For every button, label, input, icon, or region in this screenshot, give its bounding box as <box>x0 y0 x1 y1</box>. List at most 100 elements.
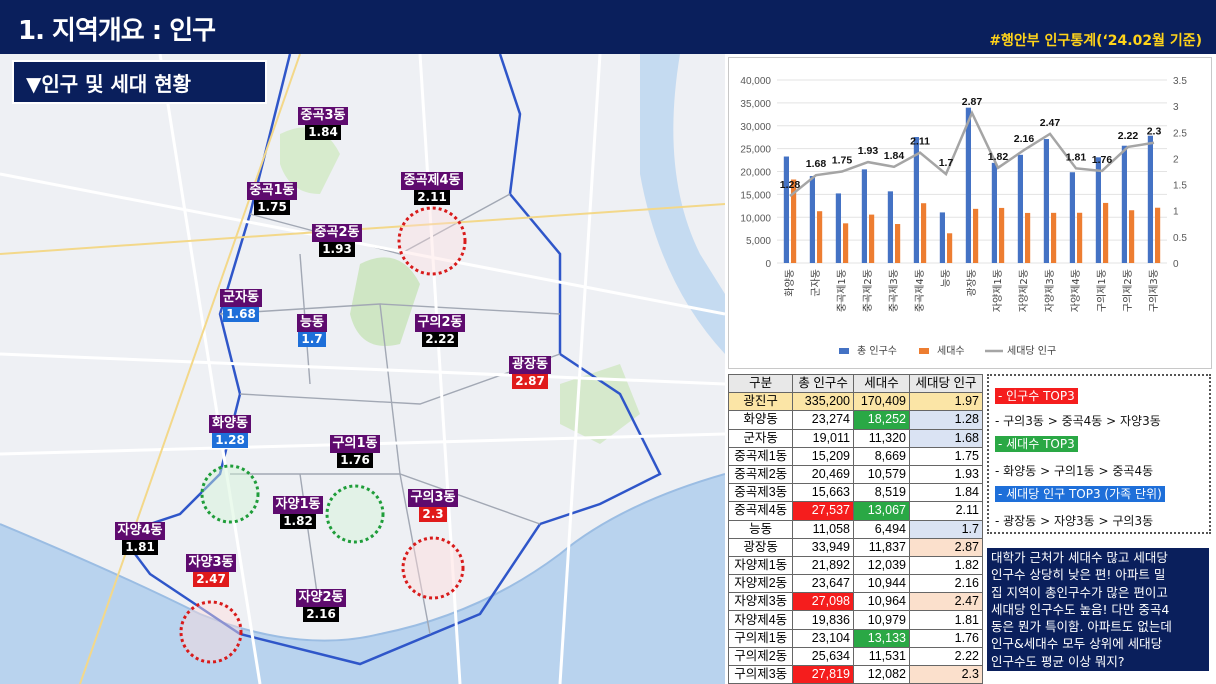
dong-name: 군자동 <box>220 289 262 307</box>
table-cell: 1.84 <box>909 483 983 503</box>
table-cell: 23,104 <box>792 628 854 648</box>
bar-population <box>1095 157 1101 263</box>
page-title: 1. 지역개요 : 인구 <box>18 16 216 46</box>
table-cell: 광장동 <box>727 537 794 557</box>
table-row: 자양제4동 19,836 10,979 1.81 <box>727 610 983 630</box>
table-cell: 자양제1동 <box>727 555 794 576</box>
top3-box: - 인구수 TOP3 - 구의3동 > 중곡4동 > 자양3동 - 세대수 TO… <box>987 374 1211 534</box>
bar-households <box>1025 212 1031 263</box>
dong-name: 화양동 <box>209 415 251 433</box>
dong-ratio: 1.81 <box>122 540 158 555</box>
section-title: ▼인구 및 세대 현황 <box>12 60 267 104</box>
table-cell: 11,837 <box>852 537 911 557</box>
y-tick-label: 20,000 <box>740 168 771 179</box>
bar-population <box>991 162 997 263</box>
table-row: 중곡제3동 15,663 8,519 1.84 <box>727 483 983 503</box>
data-label: 2.22 <box>1118 130 1139 142</box>
x-tick-label: 자양제4동 <box>1070 269 1082 312</box>
chart-svg: 0 5,000 10,000 15,000 20,000 25,000 30,000 35,0… <box>740 76 1187 357</box>
bar-population <box>1069 172 1075 263</box>
table-cell: 8,669 <box>852 446 911 466</box>
table-cell: 11,058 <box>792 519 854 539</box>
line-ratio <box>789 109 1155 198</box>
bar-households <box>973 208 979 263</box>
data-label: 1.81 <box>1066 151 1087 163</box>
table-cell: 10,944 <box>852 574 911 594</box>
table-cell: 10,979 <box>852 610 911 630</box>
table-row: 구의제1동 23,104 13,133 1.76 <box>727 628 983 648</box>
dong-ratio: 1.82 <box>280 514 316 529</box>
table-row: 자양제2동 23,647 10,944 2.16 <box>727 574 983 594</box>
table-row: 중곡제4동 27,537 13,067 2.11 <box>727 501 983 521</box>
table-header-row: 구분 총 인구수 세대수 세대당 인구 <box>727 373 983 394</box>
note-line: 집 지역이 총인구수가 많은 편이고 <box>991 584 1168 600</box>
table-cell: 20,469 <box>792 464 854 485</box>
table-cell: 1.82 <box>909 555 983 576</box>
dong-ratio: 1.76 <box>337 453 373 468</box>
bar-population <box>861 169 867 263</box>
bar-households <box>1155 207 1161 263</box>
data-label: 2.11 <box>910 136 930 148</box>
bar-population <box>835 193 841 263</box>
dong-ratio: 2.47 <box>193 572 229 587</box>
bar-population <box>913 137 919 263</box>
x-tick-label: 능동 <box>940 269 952 287</box>
y-tick-label: 10,000 <box>740 213 771 224</box>
bar-households <box>1077 212 1083 263</box>
table-cell: 13,067 <box>852 501 911 521</box>
table-row: 군자동 19,011 11,320 1.68 <box>727 428 983 448</box>
dong-label: 군자동 1.68 <box>211 289 271 322</box>
table-cell: 1.81 <box>909 610 983 630</box>
dong-label: 중곡1동 1.75 <box>242 182 302 215</box>
dong-label: 능동 1.7 <box>282 314 342 347</box>
bar-households <box>791 179 797 263</box>
table-cell: 2.3 <box>909 664 983 684</box>
table-cell: 23,274 <box>792 410 854 430</box>
bar-households <box>1103 202 1109 263</box>
table-cell: 1.28 <box>909 410 983 430</box>
table-header: 세대수 <box>852 373 911 394</box>
table-cell: 중곡제4동 <box>727 501 794 521</box>
table-header: 구분 <box>727 373 794 394</box>
x-tick-label: 광장동 <box>966 269 978 297</box>
dong-ratio: 1.28 <box>212 433 248 448</box>
data-label: 2.3 <box>1147 126 1162 138</box>
y-tick-label: 25,000 <box>740 145 771 156</box>
bar-population <box>887 191 893 263</box>
table-row: 자양제3동 27,098 10,964 2.47 <box>727 592 983 612</box>
x-tick-label: 중곡제4동 <box>914 269 926 312</box>
note-line: 세대당 인구수도 높음! 다만 중곡4 <box>991 601 1170 617</box>
x-tick-label: 구의제1동 <box>1096 269 1108 312</box>
data-label: 2.87 <box>962 96 983 108</box>
x-tick-label: 자양제1동 <box>992 269 1004 312</box>
table-row: 자양제1동 21,892 12,039 1.82 <box>727 555 983 576</box>
dong-name: 능동 <box>297 314 327 332</box>
top3-rank: - 화양동 > 구의1동 > 중곡4동 <box>995 464 1154 478</box>
data-label: 1.82 <box>988 151 1009 163</box>
table-row: 화양동 23,274 18,252 1.28 <box>727 410 983 430</box>
table-cell: 구의제1동 <box>727 628 794 648</box>
dong-label: 구의1동 1.76 <box>325 435 385 468</box>
dong-name: 중곡1동 <box>246 182 298 200</box>
dong-ratio: 2.87 <box>512 374 548 389</box>
table-cell: 2.16 <box>909 574 983 594</box>
y-tick-label: 0 <box>765 259 771 270</box>
dong-name: 중곡3동 <box>297 107 349 125</box>
table-cell: 1.76 <box>909 628 983 648</box>
table-cell: 10,579 <box>852 464 911 485</box>
dong-name: 중곡제4동 <box>400 172 464 190</box>
analysis-note: 대학가 근처가 세대수 많고 세대당 인구수 상당히 낮은 편! 아파트 밀 집… <box>987 548 1209 672</box>
dong-ratio: 2.16 <box>303 607 339 622</box>
x-tick-label: 군자동 <box>810 269 822 297</box>
dong-name: 중곡2동 <box>311 224 363 242</box>
dong-ratio: 1.93 <box>319 242 355 257</box>
y-tick-label: 5,000 <box>746 236 771 247</box>
table-row: 구의제2동 25,634 11,531 2.22 <box>727 646 983 667</box>
x-tick-label: 자양제2동 <box>1018 269 1030 312</box>
table-cell: 1.75 <box>909 446 983 466</box>
legend-swatch <box>839 348 849 354</box>
table-cell: 2.87 <box>909 537 983 557</box>
table-cell: 170,409 <box>852 392 911 412</box>
y-tick-label: 30,000 <box>740 122 771 133</box>
table-cell: 27,537 <box>792 501 854 521</box>
